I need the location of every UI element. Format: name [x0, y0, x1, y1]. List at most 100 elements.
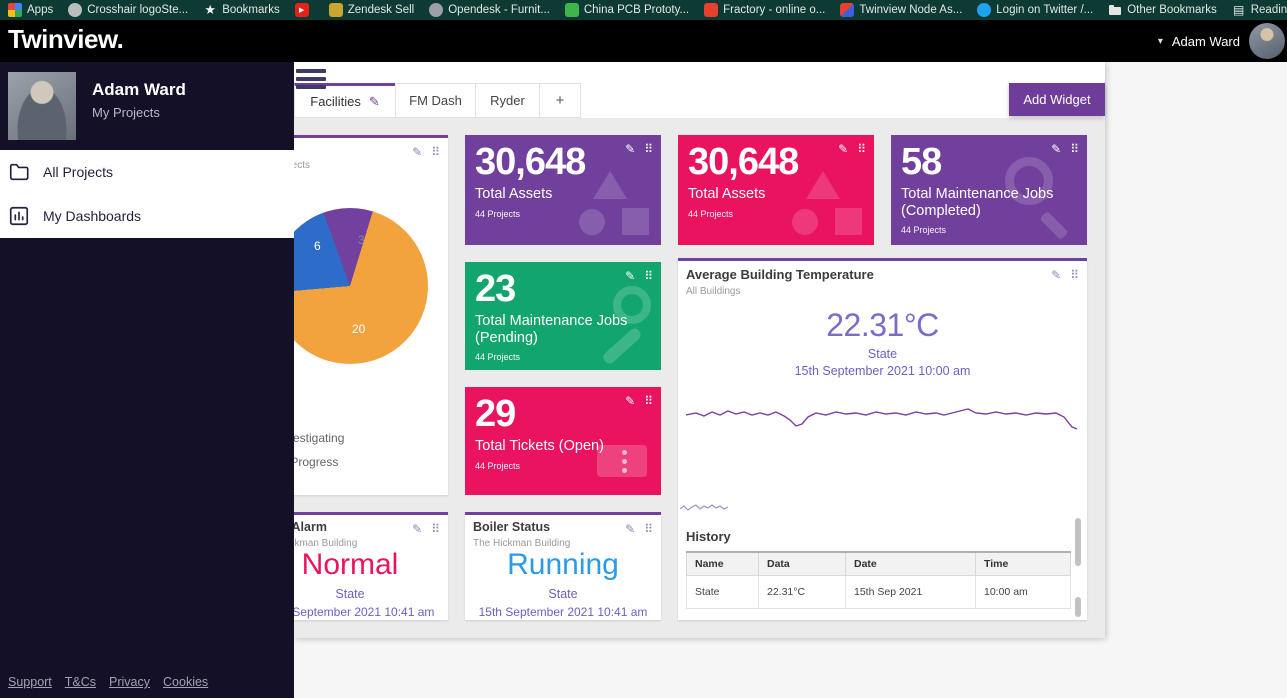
bookmark-item-opendesk[interactable]: Opendesk - Furnit... — [429, 0, 550, 20]
decorative-circle — [579, 209, 605, 235]
tab-fm-dash[interactable]: FM Dash — [395, 83, 476, 118]
bookmark-item-fractory[interactable]: Fractory - online o... — [704, 0, 825, 20]
tab-facilities[interactable]: Facilities ✎ — [294, 83, 396, 118]
drag-handle-icon[interactable]: ⠿ — [644, 142, 653, 156]
column-header: Data — [758, 551, 846, 576]
menu-toggle-button[interactable] — [296, 65, 326, 93]
apps-grid-icon — [8, 3, 22, 17]
drag-handle-icon[interactable]: ⠿ — [644, 522, 653, 536]
add-tab-button[interactable]: + — [539, 83, 581, 118]
drag-handle-icon[interactable]: ⠿ — [644, 394, 653, 408]
sidebar-menu: All Projects My Dashboards — [0, 150, 294, 238]
sidebar-item-label: My Dashboards — [43, 208, 142, 224]
stat-label: Total Assets — [688, 185, 766, 202]
youtube-icon: ▶ — [294, 3, 309, 17]
edit-widget-icon[interactable]: ✎ — [625, 394, 636, 408]
widget-boiler-status: ✎ ⠿ Boiler Status The Hickman Building R… — [465, 512, 661, 620]
table-cell: 10:00 am — [975, 575, 1071, 609]
scrollbar-thumb[interactable] — [1075, 597, 1081, 617]
widget-subtitle: The Hickman Building — [473, 538, 571, 549]
widget-actions: ✎ ⠿ — [625, 143, 653, 155]
widget-actions: ✎ ⠿ — [625, 523, 653, 535]
status-timestamp: 15th September 2021 10:41 am — [265, 605, 435, 619]
drag-handle-icon[interactable]: ⠿ — [431, 522, 440, 536]
sidebar-item-all-projects[interactable]: All Projects — [0, 150, 294, 194]
sidebar-item-my-dashboards[interactable]: My Dashboards — [0, 194, 294, 238]
stat-value: 23 — [475, 268, 516, 310]
column-header: Name — [686, 551, 759, 576]
tab-ryder[interactable]: Ryder — [475, 83, 540, 118]
bookmark-item-chinapcb[interactable]: China PCB Prototy... — [564, 0, 690, 20]
bookmark-label: Fractory - online o... — [723, 4, 826, 16]
chart-navigator-sparkline[interactable] — [680, 499, 728, 515]
footer-link-tcs[interactable]: T&Cs — [64, 675, 97, 689]
edit-widget-icon[interactable]: ✎ — [412, 145, 423, 159]
bookmark-item-twinview-node[interactable]: Twinview Node As... — [840, 0, 962, 20]
drag-handle-icon[interactable]: ⠿ — [1070, 268, 1079, 282]
table-cell: State — [686, 575, 759, 609]
decorative-square — [622, 208, 649, 235]
bookmark-label: Twinview Node As... — [859, 4, 963, 16]
bookmark-label: Opendesk - Furnit... — [448, 4, 550, 16]
user-menu[interactable]: ▾ Adam Ward — [1158, 23, 1285, 59]
tab-strip: Facilities ✎ FM Dash Ryder + Add Widget — [294, 62, 1105, 118]
opendesk-favicon — [429, 3, 444, 17]
history-table-row: State 22.31°C 15th Sep 2021 10:00 am — [686, 575, 1071, 609]
widget-maintenance-completed: ✎ ⠿ 58 Total Maintenance Jobs (Completed… — [891, 135, 1087, 245]
drag-handle-icon[interactable]: ⠿ — [431, 145, 440, 159]
folder-icon — [1108, 3, 1122, 17]
drag-handle-icon[interactable]: ⠿ — [857, 142, 866, 156]
dashboard-icon — [8, 205, 30, 227]
app-logo: Twinview. — [8, 24, 124, 54]
tab-label: Ryder — [490, 93, 525, 108]
edit-widget-icon[interactable]: ✎ — [625, 269, 636, 283]
stat-projects-count: 44 Projects — [901, 225, 947, 236]
bookmark-item-zendesk[interactable]: Zendesk Sell — [328, 0, 414, 20]
fractory-favicon — [704, 3, 719, 17]
stat-value: 29 — [475, 393, 516, 435]
edit-widget-icon[interactable]: ✎ — [625, 142, 636, 156]
add-widget-button[interactable]: Add Widget — [1009, 83, 1105, 116]
history-table: Name Data Date Time State 22.31°C 15th S… — [686, 551, 1071, 609]
scrollbar-thumb[interactable] — [1075, 518, 1081, 566]
bookmark-item-twitter-login[interactable]: Login on Twitter /... — [977, 0, 1093, 20]
footer-link-support[interactable]: Support — [8, 675, 52, 689]
edit-widget-icon[interactable]: ✎ — [625, 522, 636, 536]
edit-widget-icon[interactable]: ✎ — [1051, 142, 1062, 156]
edit-widget-icon[interactable]: ✎ — [838, 142, 849, 156]
bookmark-item-youtube[interactable]: ▶ — [294, 3, 314, 17]
decorative-ticket-icon — [597, 445, 647, 477]
bookmark-label: Other Bookmarks — [1127, 4, 1217, 16]
edit-widget-icon[interactable]: ✎ — [412, 522, 423, 536]
footer-link-privacy[interactable]: Privacy — [109, 675, 151, 689]
sidebar-user-name: Adam Ward — [92, 80, 186, 99]
reading-list-button[interactable]: ▤ Reading List — [1232, 0, 1287, 20]
user-name: Adam Ward — [1171, 33, 1240, 49]
globe-icon — [68, 3, 83, 17]
bookmark-label: China PCB Prototy... — [583, 4, 690, 16]
widget-maintenance-pending: ✎ ⠿ 23 Total Maintenance Jobs (Pending) … — [465, 262, 661, 370]
bookmark-item-bookmarks[interactable]: ★ Bookmarks — [203, 0, 279, 20]
drag-handle-icon[interactable]: ⠿ — [1070, 142, 1079, 156]
pie-slice-label: 20 — [352, 322, 366, 336]
user-avatar — [1249, 23, 1285, 59]
other-bookmarks-button[interactable]: Other Bookmarks — [1108, 0, 1217, 20]
bookmark-item-crosshair[interactable]: Crosshair logoSte... — [68, 0, 188, 20]
bookmark-item-apps[interactable]: Apps — [8, 0, 53, 20]
widget-subtitle: All Buildings — [686, 286, 741, 297]
decorative-magnifier-icon — [1005, 157, 1053, 205]
decorative-triangle — [806, 171, 840, 199]
widget-title: Boiler Status — [473, 520, 551, 534]
drag-handle-icon[interactable]: ⠿ — [644, 269, 653, 283]
column-header: Time — [975, 551, 1071, 576]
decorative-wrench-ring — [613, 286, 651, 324]
edit-widget-icon[interactable]: ✎ — [1051, 268, 1062, 282]
caret-down-icon: ▾ — [1157, 35, 1163, 47]
footer-links: Support T&Cs Privacy Cookies — [8, 675, 208, 689]
temperature-state-label: State — [867, 347, 898, 361]
edit-tab-icon[interactable]: ✎ — [368, 93, 380, 109]
dashboard-main: Facilities ✎ FM Dash Ryder + Add Widget — [252, 62, 1287, 698]
sidebar: Adam Ward My Projects All Projects My Da… — [0, 62, 294, 698]
footer-link-cookies[interactable]: Cookies — [163, 675, 209, 689]
sidebar-user: Adam Ward My Projects — [0, 62, 294, 140]
